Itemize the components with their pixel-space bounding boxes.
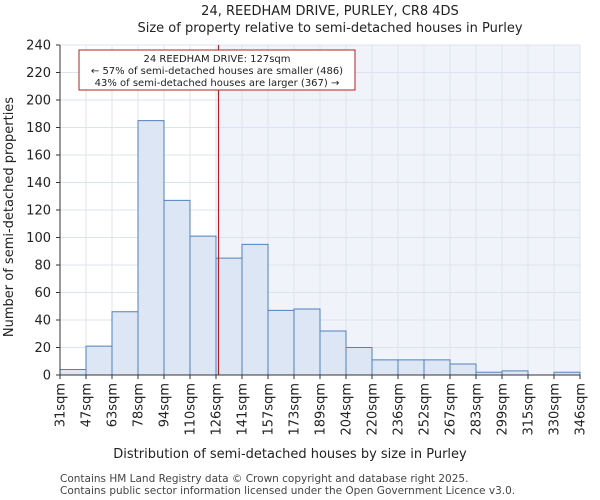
annotation-line-2: ← 57% of semi-detached houses are smalle…	[91, 66, 343, 77]
histogram-bar	[215, 257, 243, 376]
x-tick-label: 94sqm	[158, 383, 173, 427]
histogram-bar	[501, 370, 529, 376]
chart-title: 24, REEDHAM DRIVE, PURLEY, CR8 4DS	[201, 4, 459, 19]
y-axis-label: Number of semi-detached properties	[2, 97, 17, 337]
histogram-bar	[267, 309, 295, 376]
histogram-bar	[189, 235, 217, 376]
y-tick-label: 100	[26, 231, 51, 246]
histogram-bar	[449, 363, 477, 376]
x-tick-label: 204sqm	[340, 383, 355, 436]
y-tick-label: 220	[26, 66, 51, 81]
histogram-bar	[397, 359, 425, 376]
y-tick-label: 120	[26, 204, 51, 219]
x-tick-label: 157sqm	[262, 383, 277, 436]
bars	[59, 120, 581, 376]
x-axis-label: Distribution of semi-detached houses by …	[113, 447, 467, 462]
histogram-bar	[423, 359, 451, 376]
x-tick-label: 236sqm	[392, 383, 407, 436]
y-tick-label: 80	[34, 259, 51, 274]
footer-line-2: Contains public sector information licen…	[60, 485, 515, 497]
annotation-box: 24 REEDHAM DRIVE: 127sqm ← 57% of semi-d…	[78, 49, 356, 91]
histogram-bar	[293, 308, 321, 376]
y-tick-labels: 0 20 40 60 80 100 120 140 160 180 200 220 240	[26, 39, 51, 384]
x-tick-label: 267sqm	[444, 383, 459, 436]
y-tick-label: 240	[26, 39, 51, 54]
x-tick-label: 47sqm	[80, 383, 95, 427]
histogram-bar	[85, 345, 113, 376]
x-tick-label: 252sqm	[418, 383, 433, 436]
x-tick-label: 126sqm	[210, 383, 225, 436]
histogram-bar	[59, 369, 87, 376]
y-tick-label: 20	[34, 341, 51, 356]
x-tick-label: 330sqm	[548, 383, 563, 436]
x-tick-label: 31sqm	[54, 383, 69, 427]
histogram-bar	[319, 330, 347, 376]
x-tick-label: 110sqm	[184, 383, 199, 436]
x-tick-label: 315sqm	[522, 383, 537, 436]
annotation-line-3: 43% of semi-detached houses are larger (…	[95, 78, 340, 89]
chart-subtitle: Size of property relative to semi-detach…	[137, 21, 522, 36]
y-tick-label: 0	[43, 369, 51, 384]
annotation-border	[78, 49, 356, 91]
x-tick-label: 346sqm	[574, 383, 589, 436]
x-tick-label: 299sqm	[496, 383, 511, 436]
annotation-line-1: 24 REEDHAM DRIVE: 127sqm	[143, 54, 290, 65]
histogram-bar	[241, 243, 269, 376]
x-tick-label: 189sqm	[314, 383, 329, 436]
y-tick-label: 200	[26, 94, 51, 109]
y-tick-label: 180	[26, 121, 51, 136]
footer-line-1: Contains HM Land Registry data © Crown c…	[60, 473, 468, 485]
y-tick-label: 60	[34, 286, 51, 301]
y-tick-label: 140	[26, 176, 51, 191]
histogram-bar	[345, 347, 373, 376]
y-tick-label: 160	[26, 149, 51, 164]
x-tick-labels: 31sqm 47sqm 63sqm 78sqm 94sqm 110sqm 126sqm 141…	[54, 383, 589, 436]
x-tick-label: 283sqm	[470, 383, 485, 436]
histogram-bar	[137, 120, 165, 376]
x-tick-label: 173sqm	[288, 383, 303, 436]
y-tick-label: 40	[34, 314, 51, 329]
histogram-bar	[371, 359, 399, 376]
x-tick-label: 220sqm	[366, 383, 381, 436]
x-tick-label: 78sqm	[132, 383, 147, 427]
histogram-bar	[163, 199, 191, 376]
x-tick-label: 63sqm	[106, 383, 121, 427]
histogram-bar	[111, 311, 139, 376]
x-tick-label: 141sqm	[236, 383, 251, 436]
axes	[56, 44, 581, 379]
